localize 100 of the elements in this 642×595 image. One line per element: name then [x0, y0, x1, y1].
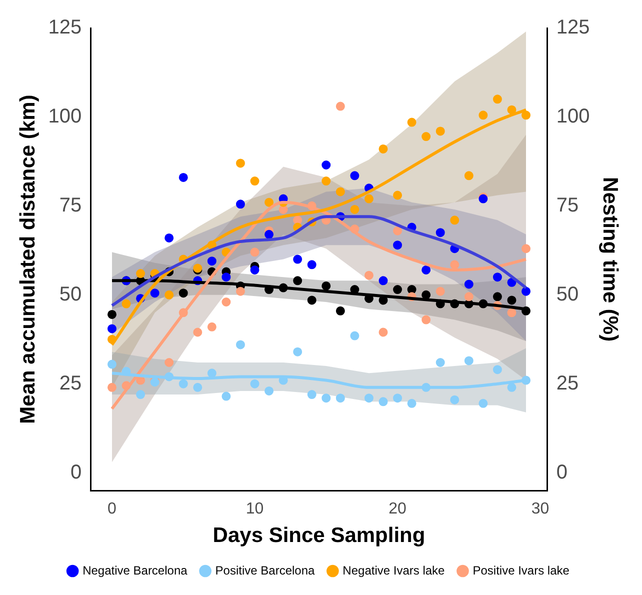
point [250, 265, 260, 274]
point [164, 233, 174, 242]
point [336, 187, 345, 196]
point [307, 260, 316, 270]
x-tick-label: 20 [388, 500, 407, 518]
point [393, 190, 402, 200]
point [193, 382, 202, 392]
point [350, 204, 360, 214]
point [264, 386, 274, 396]
point [164, 290, 174, 300]
point [378, 328, 388, 337]
point [450, 395, 460, 404]
point [164, 358, 174, 367]
point [436, 358, 445, 367]
point [307, 296, 316, 305]
point [422, 132, 431, 142]
point [264, 230, 274, 239]
point [492, 272, 502, 282]
point [478, 110, 488, 120]
point [393, 226, 402, 236]
point [107, 310, 116, 319]
point [507, 308, 516, 318]
point [250, 379, 260, 388]
y-tick-label: 125 [48, 16, 82, 39]
point [422, 290, 431, 300]
point [178, 172, 188, 182]
point [507, 296, 516, 305]
point [336, 102, 345, 111]
y2-tick-label: 125 [556, 16, 590, 39]
point [150, 288, 160, 298]
point [136, 390, 146, 400]
point [350, 331, 360, 340]
y-tick-label: 50 [59, 283, 82, 306]
point [250, 248, 260, 257]
point [236, 200, 245, 209]
point [293, 276, 302, 286]
point [236, 340, 245, 350]
point [393, 240, 402, 250]
y2-tick-label: 75 [556, 194, 579, 216]
y-tick-label: 25 [59, 372, 82, 394]
point [207, 256, 216, 266]
point [207, 368, 216, 378]
point [492, 292, 502, 302]
point [378, 144, 388, 154]
y2-tick-label: 0 [556, 461, 568, 484]
point [207, 322, 216, 332]
point [522, 244, 531, 254]
point [436, 228, 445, 238]
point [407, 118, 416, 127]
point [122, 299, 131, 308]
point [322, 160, 331, 170]
point [378, 397, 388, 406]
point [336, 306, 345, 316]
point [178, 379, 188, 388]
point [393, 394, 402, 403]
point [393, 285, 402, 294]
y-tick-label: 100 [48, 105, 82, 128]
point [407, 398, 416, 408]
y-axis-title: Mean accumulated distance (km) [16, 94, 40, 424]
point [464, 280, 474, 289]
point [222, 392, 231, 401]
y2-tick-label: 100 [556, 105, 590, 128]
point [422, 265, 431, 274]
point [236, 158, 245, 168]
legend-label: Negative Barcelona [82, 563, 188, 578]
point [222, 298, 231, 306]
point [464, 171, 474, 180]
point [422, 315, 431, 324]
point [322, 176, 331, 186]
x-axis-title: Days Since Sampling [212, 524, 426, 548]
point [322, 281, 331, 290]
point [136, 269, 146, 278]
y2-tick-label: 50 [556, 283, 579, 306]
point [364, 270, 374, 280]
point [364, 194, 374, 204]
point [450, 260, 460, 270]
point [478, 398, 488, 408]
x-tick-label: 30 [531, 500, 550, 518]
point [307, 390, 316, 400]
point [107, 324, 116, 334]
point [222, 272, 231, 282]
legend-label: Positive Ivars lake [472, 563, 570, 578]
point [492, 365, 502, 374]
y2-tick-label: 25 [556, 372, 579, 394]
point [293, 347, 302, 356]
point [236, 286, 245, 296]
point [350, 171, 360, 180]
x-tick-label: 10 [246, 500, 264, 518]
point [464, 292, 474, 302]
x-tick-label: 0 [108, 500, 117, 518]
point [293, 254, 302, 264]
point [436, 286, 445, 296]
point [364, 394, 374, 403]
point [378, 276, 388, 286]
point [107, 382, 116, 392]
point [193, 328, 202, 337]
point [107, 360, 116, 369]
point [450, 216, 460, 225]
point [507, 382, 516, 392]
point [178, 288, 188, 298]
